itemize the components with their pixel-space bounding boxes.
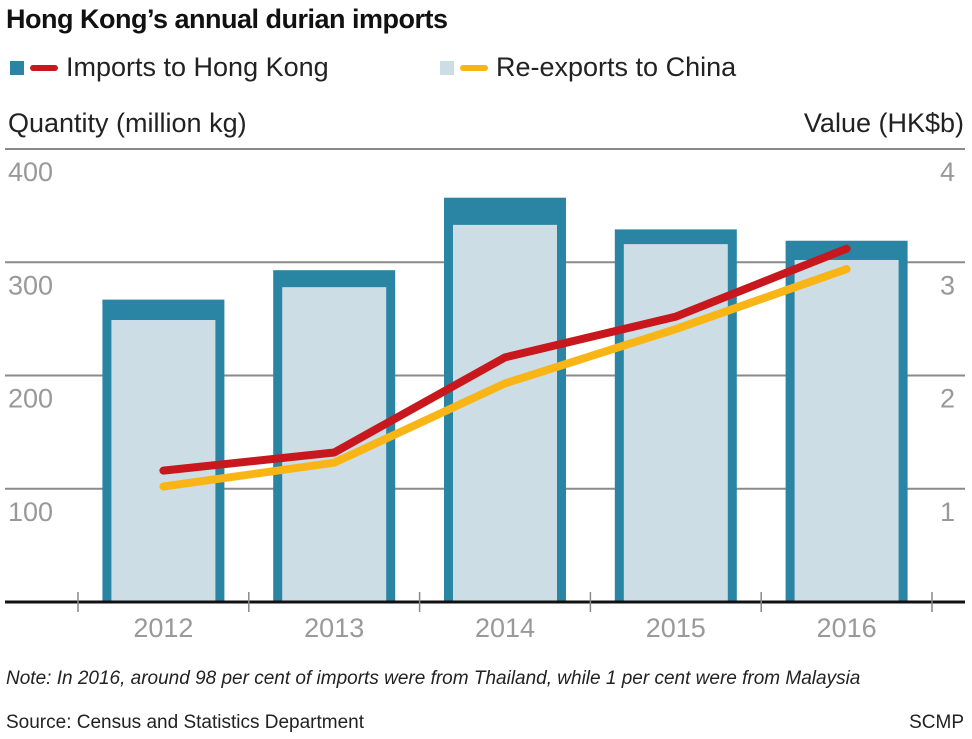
x-tick-label: 2014	[475, 613, 535, 643]
chart-title: Hong Kong’s annual durian imports	[6, 4, 448, 34]
x-tick-label: 2012	[133, 613, 193, 643]
legend-bar-swatch	[440, 60, 454, 75]
legend-item-reexports: Re-exports to China	[440, 52, 736, 83]
y2-tick-label: 4	[940, 157, 955, 187]
y-tick-label: 100	[8, 497, 53, 527]
bar-reexports	[453, 224, 557, 602]
legend-line-swatch	[460, 64, 488, 71]
source: Source: Census and Statistics Department	[6, 712, 365, 733]
bar-reexports	[623, 244, 728, 602]
left-axis-title: Quantity (million kg)	[8, 108, 247, 138]
credit: SCMP	[909, 712, 964, 733]
bar-reexports	[111, 320, 216, 602]
note: Note: In 2016, around 98 per cent of imp…	[6, 668, 861, 689]
y2-tick-label: 2	[940, 384, 955, 414]
legend-line-swatch	[30, 64, 58, 71]
legend-label: Re-exports to China	[496, 52, 737, 82]
legend-bar-swatch	[10, 60, 24, 75]
y2-tick-label: 1	[940, 497, 955, 527]
x-tick-label: 2015	[646, 613, 706, 643]
y2-tick-label: 3	[940, 270, 955, 300]
bar-reexports	[794, 259, 899, 602]
x-tick-label: 2016	[817, 613, 877, 643]
y-tick-label: 200	[8, 384, 53, 414]
legend-label: Imports to Hong Kong	[66, 52, 329, 82]
right-axis-title: Value (HK$b)	[803, 108, 964, 138]
legend-item-imports: Imports to Hong Kong	[10, 52, 329, 83]
y-tick-label: 300	[8, 270, 53, 300]
x-tick-label: 2013	[304, 613, 364, 643]
y-tick-label: 400	[8, 157, 53, 187]
